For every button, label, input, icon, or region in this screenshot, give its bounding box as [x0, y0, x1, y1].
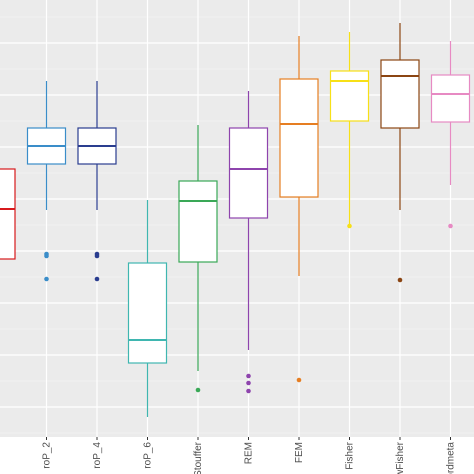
outlier-point-2	[94, 253, 100, 259]
outlier-point-1	[44, 276, 49, 282]
box-body	[228, 127, 269, 219]
box-body	[329, 70, 370, 122]
box-Fisher	[329, 32, 370, 229]
box-FEM	[279, 36, 319, 383]
x-axis-ticks: roP_2 roP_4 roP_6 Stouffer REM FEM Fisher wFish…	[42, 437, 457, 474]
outlier-point-0	[448, 223, 453, 229]
outlier-point-0	[246, 373, 251, 379]
outlier-point-2	[44, 253, 49, 259]
box-ordmeta	[430, 41, 471, 229]
outlier-point-0	[397, 277, 403, 283]
x-tick-label-FEM: FEM	[294, 442, 305, 463]
x-tick-label-Fisher: Fisher	[345, 441, 356, 469]
box-wFisher	[380, 23, 420, 283]
box-roP_4	[77, 81, 117, 282]
x-tick-label-roP_4: roP_4	[92, 442, 103, 469]
x-tick-label-roP_6: roP_6	[143, 442, 154, 469]
x-tick-label-wFisher: wFisher	[395, 441, 406, 474]
box-body	[0, 168, 16, 260]
outlier-point-0	[296, 377, 302, 383]
outlier-point-2	[246, 388, 251, 394]
box-body	[430, 74, 471, 123]
outlier-point-1	[246, 380, 251, 386]
outlier-point-0	[347, 223, 352, 229]
x-tick-label-roP_2: roP_2	[42, 442, 53, 469]
box-series	[0, 23, 471, 417]
box-body	[279, 78, 319, 198]
x-tick-label-REM: REM	[244, 442, 255, 464]
x-tick-label-ordmeta: ordmeta	[446, 442, 457, 474]
x-tick-label-Stouffer: Stouffer	[193, 441, 204, 474]
box-Stouffer	[178, 125, 218, 393]
box-body	[380, 59, 420, 129]
outlier-point-0	[195, 387, 201, 393]
box-body	[127, 262, 168, 364]
box-roP_6	[127, 200, 168, 417]
box-roP_2	[26, 81, 67, 282]
box-series-0	[0, 168, 16, 260]
box-body	[178, 180, 218, 263]
box-REM	[228, 91, 269, 394]
outlier-point-1	[94, 276, 100, 282]
